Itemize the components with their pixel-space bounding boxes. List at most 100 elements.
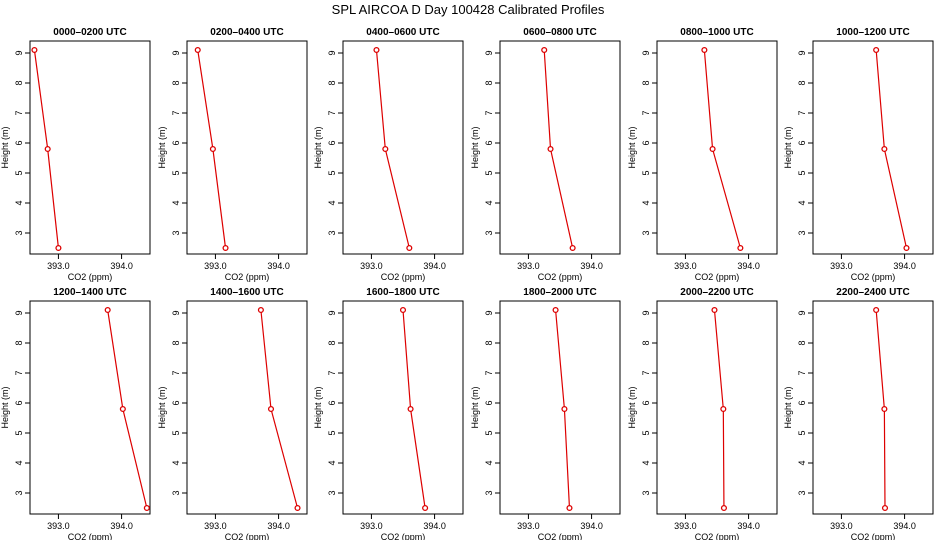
data-point bbox=[55, 244, 62, 252]
panel-title: 0000–0200 UTC bbox=[53, 27, 126, 38]
y-tick-label: 6 bbox=[14, 400, 24, 405]
y-tick-label: 7 bbox=[484, 110, 494, 115]
data-point bbox=[720, 504, 727, 512]
data-point bbox=[569, 244, 576, 252]
x-tick-label: 393.0 bbox=[204, 521, 227, 531]
y-tick-label: 6 bbox=[171, 400, 181, 405]
y-tick-label: 8 bbox=[484, 340, 494, 345]
y-tick-label: 5 bbox=[14, 430, 24, 435]
y-tick-label: 6 bbox=[797, 400, 807, 405]
panel-title: 1000–1200 UTC bbox=[836, 27, 909, 38]
data-point bbox=[31, 46, 38, 54]
y-tick-label: 5 bbox=[797, 170, 807, 175]
y-tick-label: 7 bbox=[327, 370, 337, 375]
x-axis-label: CO2 (ppm) bbox=[68, 532, 113, 540]
plot-frame bbox=[29, 300, 151, 515]
plot-frame bbox=[186, 300, 308, 515]
x-tick-label: 393.0 bbox=[517, 521, 540, 531]
x-axis-label: CO2 (ppm) bbox=[225, 532, 270, 540]
y-axis-label: Height (m) bbox=[470, 126, 480, 168]
y-tick-label: 8 bbox=[327, 340, 337, 345]
y-tick-label: 3 bbox=[327, 230, 337, 235]
data-point bbox=[119, 405, 126, 413]
y-axis-label: Height (m) bbox=[313, 386, 323, 428]
y-tick-label: 3 bbox=[171, 490, 181, 495]
y-tick-label: 3 bbox=[14, 490, 24, 495]
y-tick-label: 9 bbox=[484, 50, 494, 55]
y-tick-label: 4 bbox=[327, 200, 337, 205]
data-point bbox=[873, 306, 880, 314]
panel-title: 0200–0400 UTC bbox=[210, 27, 283, 38]
y-tick-label: 7 bbox=[797, 110, 807, 115]
y-tick-label: 7 bbox=[14, 110, 24, 115]
plot-frame bbox=[342, 300, 464, 515]
y-tick-label: 4 bbox=[484, 200, 494, 205]
y-axis-label: Height (m) bbox=[0, 126, 10, 168]
figure-title: SPL AIRCOA D Day 100428 Calibrated Profi… bbox=[331, 2, 605, 17]
x-tick-label: 393.0 bbox=[830, 521, 853, 531]
x-axis-label: CO2 (ppm) bbox=[381, 532, 426, 540]
plot-frame bbox=[342, 40, 464, 255]
y-tick-label: 5 bbox=[327, 430, 337, 435]
data-point bbox=[104, 306, 111, 314]
panel-title: 0600–0800 UTC bbox=[523, 27, 596, 38]
x-tick-label: 393.0 bbox=[204, 261, 227, 271]
profile-line bbox=[107, 309, 148, 509]
y-tick-label: 5 bbox=[171, 430, 181, 435]
profile-line bbox=[260, 309, 299, 509]
y-tick-label: 6 bbox=[641, 140, 651, 145]
x-tick-label: 394.0 bbox=[423, 261, 446, 271]
data-point bbox=[709, 145, 716, 153]
y-tick-label: 7 bbox=[171, 370, 181, 375]
y-tick-label: 7 bbox=[327, 110, 337, 115]
panel-title: 2200–2400 UTC bbox=[836, 287, 909, 298]
data-point bbox=[561, 405, 568, 413]
data-point bbox=[373, 46, 380, 54]
y-tick-label: 6 bbox=[484, 400, 494, 405]
data-point bbox=[194, 46, 201, 54]
plot-frame bbox=[186, 40, 308, 255]
y-tick-label: 4 bbox=[171, 200, 181, 205]
x-tick-label: 394.0 bbox=[423, 521, 446, 531]
y-axis-label: Height (m) bbox=[313, 126, 323, 168]
x-tick-label: 394.0 bbox=[893, 521, 916, 531]
data-point bbox=[294, 504, 301, 512]
y-tick-label: 8 bbox=[797, 80, 807, 85]
data-point bbox=[701, 46, 708, 54]
y-axis-label: Height (m) bbox=[0, 386, 10, 428]
data-point bbox=[257, 306, 264, 314]
data-point bbox=[382, 145, 389, 153]
y-axis-label: Height (m) bbox=[627, 126, 637, 168]
y-tick-label: 3 bbox=[484, 230, 494, 235]
profile-line bbox=[375, 49, 410, 249]
panel-title: 2000–2200 UTC bbox=[680, 287, 753, 298]
x-axis-label: CO2 (ppm) bbox=[538, 272, 583, 282]
y-tick-label: 9 bbox=[327, 50, 337, 55]
data-point bbox=[222, 244, 229, 252]
x-tick-label: 394.0 bbox=[737, 261, 760, 271]
y-axis-label: Height (m) bbox=[157, 386, 167, 428]
y-tick-label: 8 bbox=[171, 80, 181, 85]
y-axis-label: Height (m) bbox=[783, 386, 793, 428]
y-tick-label: 7 bbox=[641, 110, 651, 115]
data-point bbox=[873, 46, 880, 54]
y-tick-label: 4 bbox=[797, 200, 807, 205]
x-axis-label: CO2 (ppm) bbox=[68, 272, 113, 282]
y-tick-label: 5 bbox=[797, 430, 807, 435]
data-point bbox=[541, 46, 548, 54]
x-tick-label: 394.0 bbox=[267, 261, 290, 271]
y-axis-label: Height (m) bbox=[627, 386, 637, 428]
x-tick-label: 393.0 bbox=[47, 261, 70, 271]
y-tick-label: 4 bbox=[484, 460, 494, 465]
x-tick-label: 393.0 bbox=[360, 261, 383, 271]
panel-title: 0800–1000 UTC bbox=[680, 27, 753, 38]
y-tick-label: 7 bbox=[797, 370, 807, 375]
x-axis-label: CO2 (ppm) bbox=[538, 532, 583, 540]
x-tick-label: 394.0 bbox=[580, 261, 603, 271]
y-tick-label: 4 bbox=[797, 460, 807, 465]
